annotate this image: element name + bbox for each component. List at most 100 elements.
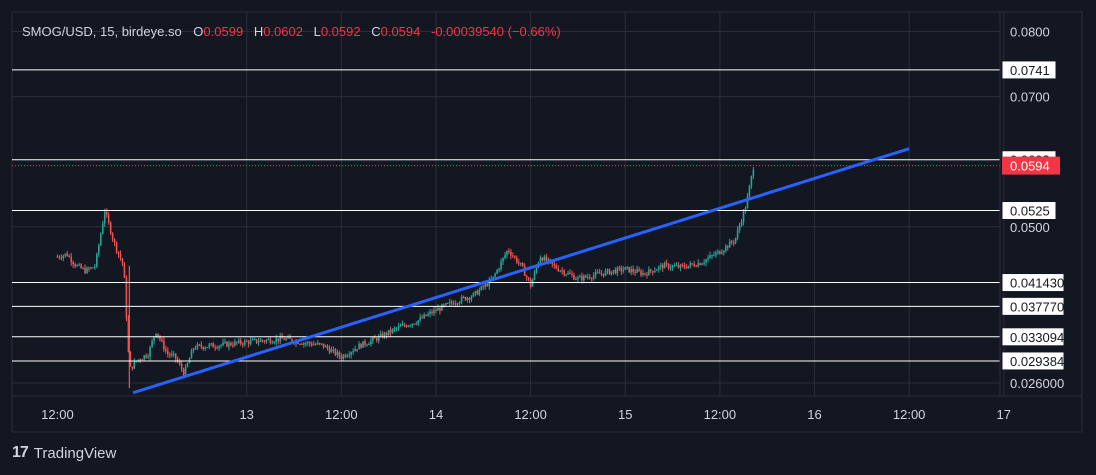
trendline[interactable] xyxy=(132,147,910,395)
candle-body xyxy=(275,338,278,343)
candle-body xyxy=(553,263,556,266)
candle-body xyxy=(573,275,575,280)
candle-body xyxy=(346,355,349,357)
candle-body xyxy=(646,274,648,276)
candle-body xyxy=(654,270,656,273)
candle-body xyxy=(659,264,662,267)
candle-body xyxy=(517,262,520,264)
high-value: 0.0602 xyxy=(263,24,303,39)
candle-body xyxy=(740,221,743,226)
candle-body xyxy=(92,267,94,269)
candle-body xyxy=(364,341,366,345)
symbol-label: SMOG/USD, 15, birdeye.so xyxy=(22,24,182,39)
candle-body xyxy=(103,211,106,224)
candle-body xyxy=(721,252,723,254)
x-tick-label: 12:00 xyxy=(514,407,547,422)
candle-body xyxy=(713,255,715,257)
candle-body xyxy=(504,255,506,258)
candle-body xyxy=(675,265,678,267)
candle-body xyxy=(506,251,508,256)
candle-body xyxy=(151,341,153,347)
candle-body xyxy=(726,245,729,248)
candle-body xyxy=(174,353,177,359)
tradingview-branding[interactable]: 17 TradingView xyxy=(12,444,116,462)
candle-body xyxy=(263,340,266,342)
candle-body xyxy=(655,269,658,271)
candle-body xyxy=(320,343,323,345)
candle-body xyxy=(261,340,264,342)
candle-body xyxy=(131,366,134,369)
candle-body xyxy=(111,233,114,240)
candle-body xyxy=(360,343,362,348)
candle-body xyxy=(510,252,512,256)
candle-body xyxy=(340,356,343,359)
candle-body xyxy=(594,272,597,276)
candle-body xyxy=(565,274,567,276)
candle-body xyxy=(596,272,599,274)
candle-body xyxy=(387,329,390,336)
price-axis[interactable]: 0.0800 0.0700 0.0500 0.026000 xyxy=(1010,25,1064,391)
candle-body xyxy=(330,349,333,353)
candle-body xyxy=(383,332,386,338)
candle-body xyxy=(145,355,147,358)
candle-body xyxy=(125,277,128,319)
candle-body xyxy=(176,358,179,362)
x-tick-label: 15 xyxy=(618,407,632,422)
candle-body xyxy=(324,345,327,348)
candle-body xyxy=(267,339,270,341)
candle-body xyxy=(433,309,435,314)
candle-body xyxy=(322,343,325,348)
candle-body xyxy=(448,301,451,304)
candle-body xyxy=(494,273,496,277)
candle-body xyxy=(427,313,429,316)
candle-body xyxy=(283,338,285,340)
candle-body xyxy=(318,342,321,344)
candle-body xyxy=(220,344,222,347)
candle-body xyxy=(586,277,589,279)
candle-body xyxy=(551,261,554,264)
candle-body xyxy=(218,346,220,349)
candle-body xyxy=(78,264,80,266)
candle-body xyxy=(403,324,406,326)
candle-body xyxy=(602,273,605,276)
candle-body xyxy=(216,347,218,349)
candle-body xyxy=(305,343,307,345)
candle-body xyxy=(547,259,550,261)
candle-body xyxy=(289,336,291,339)
candle-body xyxy=(464,297,467,301)
candle-body xyxy=(460,296,463,303)
price-level-label: 0.041430 xyxy=(1010,276,1064,291)
candle-body xyxy=(419,317,421,321)
candle-body xyxy=(640,270,642,275)
candle-body xyxy=(466,297,469,301)
horizontal-levels[interactable] xyxy=(12,69,1000,362)
candle-body xyxy=(498,268,500,271)
candle-body xyxy=(423,314,425,319)
candle-body xyxy=(600,273,603,275)
candle-body xyxy=(693,264,696,267)
candle-body xyxy=(535,266,538,272)
candle-body xyxy=(352,351,354,353)
candle-body xyxy=(431,311,433,314)
candle-body xyxy=(247,341,250,344)
time-axis[interactable]: 12:00 13 12:00 14 12:00 15 12:00 16 12:00 17 xyxy=(41,407,1011,422)
candle-body xyxy=(502,257,504,262)
candle-body xyxy=(257,341,260,343)
candle-body xyxy=(370,340,372,345)
candle-body xyxy=(239,340,242,344)
candle-body xyxy=(259,340,262,342)
candle-body xyxy=(443,304,445,306)
candle-body xyxy=(316,342,319,345)
candle-body xyxy=(590,278,593,280)
candle-body xyxy=(557,268,560,272)
candle-body xyxy=(482,286,485,288)
tradingview-logo-icon: 17 xyxy=(12,444,29,461)
candle-body xyxy=(312,344,315,346)
candle-body xyxy=(401,324,404,326)
candle-body xyxy=(328,348,331,353)
candle-body xyxy=(338,352,341,357)
candle-body xyxy=(230,342,232,346)
price-level-label-box xyxy=(1001,60,1057,80)
candle-body xyxy=(415,323,418,325)
